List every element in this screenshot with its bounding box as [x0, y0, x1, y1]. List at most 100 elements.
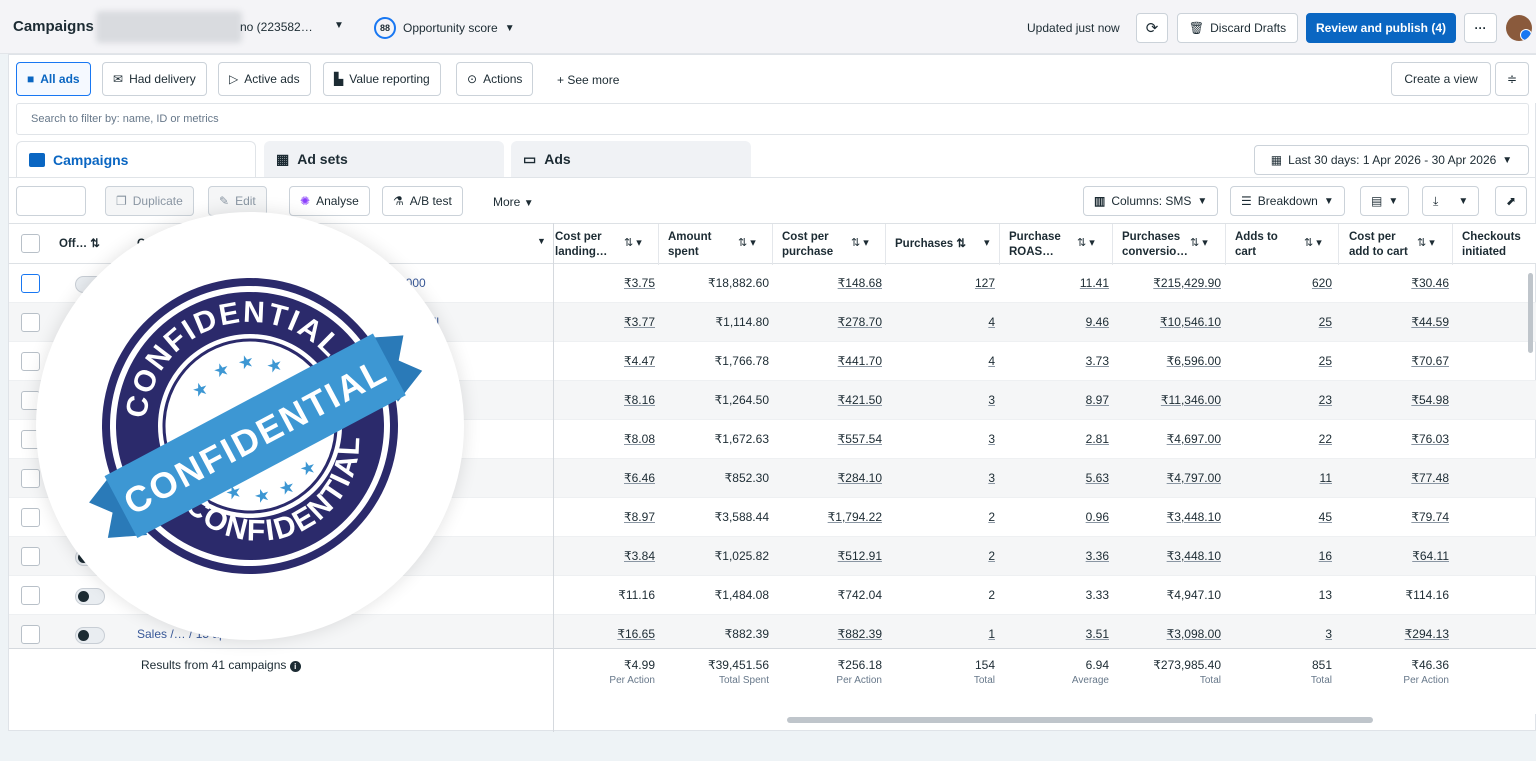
cell-cp[interactable]: ₹421.50: [837, 393, 882, 407]
cell-atc[interactable]: 25: [1318, 315, 1332, 329]
row-checkbox[interactable]: [21, 508, 40, 527]
header-checkouts-initiated[interactable]: Checkouts initiated: [1462, 231, 1521, 258]
cell-roas[interactable]: 2.81: [1085, 432, 1109, 446]
cell-p[interactable]: 127: [974, 276, 995, 290]
cell-p[interactable]: 1: [988, 627, 995, 641]
cell-catc[interactable]: ₹70.67: [1411, 354, 1449, 368]
tab-campaigns[interactable]: Campaigns: [16, 141, 256, 177]
cell-p[interactable]: 3: [988, 471, 995, 485]
discard-drafts-button[interactable]: 🗑 Discard Drafts: [1177, 13, 1298, 43]
cell-conv[interactable]: ₹3,448.10: [1166, 510, 1221, 524]
ab-test-button[interactable]: ⚗ A/B test: [382, 186, 463, 216]
filter-value-reporting[interactable]: ▙ Value reporting: [323, 62, 441, 96]
cell-cp[interactable]: ₹148.68: [837, 276, 882, 290]
see-more-link[interactable]: + See more: [557, 73, 620, 87]
sort-icon[interactable]: ⇅ ▾: [1417, 237, 1435, 249]
header-cost-per-add-to-cart[interactable]: Cost per add to cart: [1349, 231, 1408, 258]
cell-atc[interactable]: 11: [1319, 471, 1332, 485]
reports-button[interactable]: ▤ ▼: [1360, 186, 1410, 216]
cell-cl[interactable]: ₹8.97: [624, 510, 655, 524]
header-amount-spent[interactable]: Amount spent: [668, 231, 712, 258]
cell-cp[interactable]: ₹278.70: [837, 315, 882, 329]
tab-ad-sets[interactable]: ▦ Ad sets: [264, 141, 504, 177]
cell-conv[interactable]: ₹6,596.00: [1166, 354, 1221, 368]
refresh-button[interactable]: ⟳: [1136, 13, 1168, 43]
cell-p[interactable]: 2: [988, 549, 995, 563]
sort-icon[interactable]: ⇅ ▾: [738, 237, 756, 249]
tab-ads[interactable]: ▭ Ads: [511, 141, 751, 177]
cell-conv[interactable]: ₹215,429.90: [1153, 276, 1221, 290]
cell-roas[interactable]: 3.51: [1085, 627, 1109, 641]
cell-roas[interactable]: 5.63: [1085, 471, 1109, 485]
create-button[interactable]: + Create: [16, 186, 86, 216]
columns-button[interactable]: ▥ Columns: SMS ▼: [1083, 186, 1219, 216]
cell-p[interactable]: 4: [988, 315, 995, 329]
cell-atc[interactable]: 620: [1311, 276, 1332, 290]
header-off[interactable]: Off… ⇅: [59, 238, 100, 250]
row-checkbox[interactable]: [21, 469, 40, 488]
cell-roas[interactable]: 3.36: [1085, 549, 1109, 563]
cell-catc[interactable]: ₹294.13: [1404, 627, 1449, 641]
search-input[interactable]: Search to filter by: name, ID or metrics: [16, 103, 1529, 135]
cell-roas[interactable]: 9.46: [1085, 315, 1109, 329]
horizontal-scrollbar[interactable]: [787, 717, 1373, 723]
header-adds-to-cart[interactable]: Adds to cart: [1235, 231, 1278, 258]
cell-catc[interactable]: ₹77.48: [1411, 471, 1449, 485]
select-all-checkbox[interactable]: [21, 234, 40, 253]
table-row[interactable]: ₹11.16 ₹1,484.08 ₹742.04 2 3.33 ₹4,947.10 13 ₹1…: [9, 576, 1536, 615]
chart-toggle-button[interactable]: ⬈: [1495, 186, 1527, 216]
header-purchases[interactable]: Purchases ⇅: [895, 238, 967, 250]
cell-atc[interactable]: 45: [1318, 510, 1332, 524]
cell-cp[interactable]: ₹1,794.22: [827, 510, 882, 524]
cell-conv[interactable]: ₹11,346.00: [1160, 393, 1221, 407]
breakdown-button[interactable]: ☰ Breakdown ▼: [1230, 186, 1345, 216]
more-options-button[interactable]: ···: [1464, 13, 1497, 43]
cell-atc[interactable]: 3: [1325, 627, 1332, 641]
row-checkbox[interactable]: [21, 586, 40, 605]
cell-catc[interactable]: ₹44.59: [1411, 315, 1449, 329]
cell-cl[interactable]: ₹16.65: [617, 627, 655, 641]
sort-icon[interactable]: ⇅ ▾: [1304, 237, 1322, 249]
cell-cl[interactable]: ₹3.77: [624, 315, 655, 329]
header-cost-per-landing[interactable]: Cost per landing…: [555, 231, 608, 258]
cell-roas[interactable]: 0.96: [1085, 510, 1109, 524]
cell-atc[interactable]: 25: [1318, 354, 1332, 368]
header-cost-per-purchase[interactable]: Cost per purchase: [782, 231, 834, 258]
row-checkbox[interactable]: [21, 625, 40, 644]
cell-cp[interactable]: ₹882.39: [837, 627, 882, 641]
cell-roas[interactable]: 3.73: [1085, 354, 1109, 368]
row-checkbox[interactable]: [21, 352, 40, 371]
analyse-button[interactable]: ✺ Analyse: [289, 186, 370, 216]
review-publish-button[interactable]: Review and publish (4): [1306, 13, 1456, 43]
account-selector[interactable]: no (223582…: [240, 20, 313, 34]
cell-atc[interactable]: 22: [1318, 432, 1332, 446]
create-view-button[interactable]: Create a view: [1391, 62, 1491, 96]
filter-actions[interactable]: ⊙ Actions: [456, 62, 534, 96]
cell-cl[interactable]: ₹8.16: [624, 393, 655, 407]
row-checkbox[interactable]: [21, 274, 40, 293]
date-range-picker[interactable]: ▦ Last 30 days: 1 Apr 2026 - 30 Apr 2026…: [1254, 145, 1529, 175]
filter-had-delivery[interactable]: ✉ Had delivery: [102, 62, 207, 96]
filter-all-ads[interactable]: ■ All ads: [16, 62, 91, 96]
cell-p[interactable]: 2: [988, 510, 995, 524]
cell-cp[interactable]: ₹284.10: [837, 471, 882, 485]
cell-cp[interactable]: ₹512.91: [837, 549, 882, 563]
filter-active-ads[interactable]: ▷ Active ads: [218, 62, 311, 96]
cell-conv[interactable]: ₹3,448.10: [1166, 549, 1221, 563]
sort-icon[interactable]: ⇅ ▾: [1077, 237, 1095, 249]
sort-icon[interactable]: ⇅ ▾: [851, 237, 869, 249]
header-purchases-conversion[interactable]: Purchases conversio…: [1122, 231, 1188, 258]
campaign-toggle[interactable]: [75, 588, 105, 605]
more-dropdown[interactable]: More ▼: [493, 195, 534, 209]
avatar[interactable]: [1506, 15, 1532, 41]
cell-cl[interactable]: ₹8.08: [624, 432, 655, 446]
cell-cl[interactable]: ₹3.84: [624, 549, 655, 563]
cell-p[interactable]: 3: [988, 393, 995, 407]
sort-icon[interactable]: ⇅ ▾: [624, 237, 642, 249]
chevron-down-icon[interactable]: ▾: [984, 237, 990, 249]
export-button[interactable]: ⤓ ▼: [1422, 186, 1480, 216]
cell-catc[interactable]: ₹54.98: [1411, 393, 1449, 407]
cell-conv[interactable]: ₹3,098.00: [1166, 627, 1221, 641]
cell-atc[interactable]: 16: [1318, 549, 1332, 563]
opportunity-score[interactable]: 88 Opportunity score ▼: [374, 17, 515, 39]
